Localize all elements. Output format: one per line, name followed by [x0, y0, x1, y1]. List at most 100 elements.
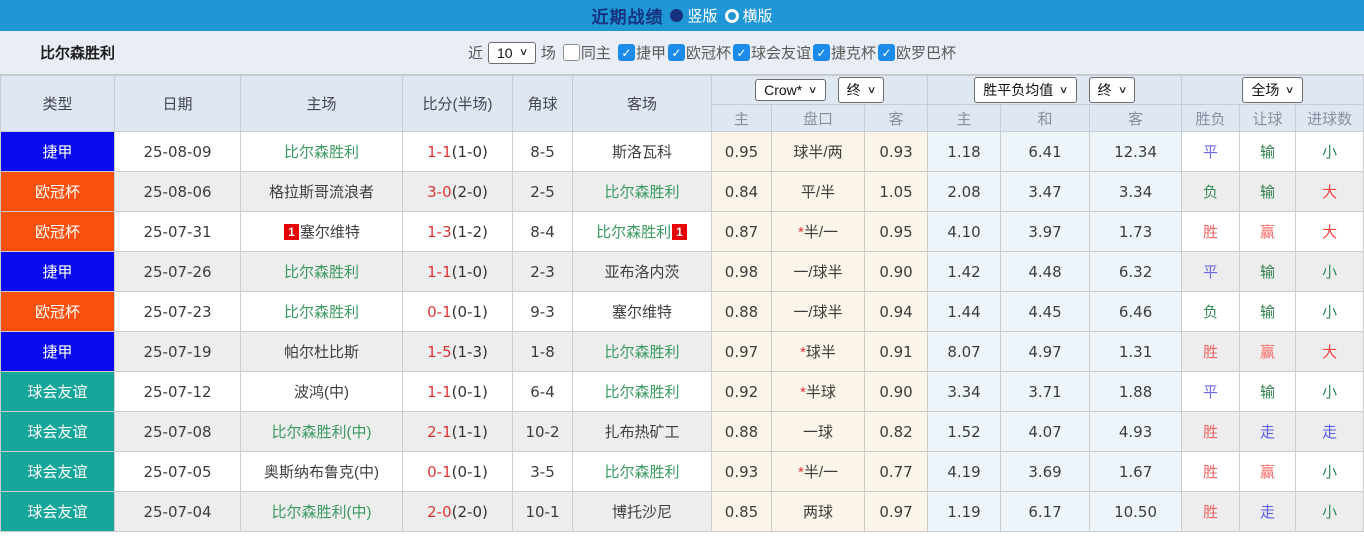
odds-away-cell: 0.97 [863, 491, 929, 532]
odds-time-select[interactable]: 终 ∨ [837, 77, 884, 103]
odds-source-select[interactable]: Crow* ∨ [755, 79, 826, 101]
away-team-cell: 比尔森胜利 1 [572, 211, 712, 252]
match-count-select[interactable]: 10 ∨ [488, 41, 536, 64]
filter-controls: 近 10 ∨ 场 同主 ✓ 捷甲 ✓ 欧冠杯 ✓ 球会友谊 ✓ 捷克杯 ✓ 欧罗巴杯 [468, 41, 956, 64]
chevron-down-icon: ∨ [1059, 84, 1069, 96]
score-cell: 1-1(0-1) [402, 371, 513, 412]
league-type-badge: 欧冠杯 [0, 211, 115, 252]
scope-select-group: 全场 ∨ [1181, 75, 1364, 105]
home-team-cell: 比尔森胜利(中) [240, 491, 403, 532]
odds-away-cell: 0.93 [863, 131, 929, 172]
league-filter-label: 欧罗巴杯 [896, 45, 957, 62]
league-filter[interactable]: ✓ 捷甲 [617, 42, 666, 63]
odds-away-cell: 0.90 [863, 371, 929, 412]
handicap-result-cell: 赢 [1239, 211, 1297, 252]
layout-radio-vertical[interactable]: 竖版 [670, 5, 718, 26]
league-type-badge: 捷甲 [0, 131, 115, 172]
halftime-score: (1-0) [451, 262, 488, 281]
col-header-date: 日期 [114, 75, 241, 132]
mean-source-select[interactable]: 胜平负均值 ∨ [974, 77, 1077, 103]
sub-col-header: 客 [863, 104, 929, 132]
mean-home-cell: 1.18 [927, 131, 1002, 172]
result-cell: 平 [1181, 131, 1241, 172]
mean-home-cell: 1.19 [927, 491, 1002, 532]
odds-away-cell: 1.05 [863, 171, 929, 212]
league-checkbox[interactable]: ✓ [812, 44, 830, 61]
same-home-checkbox[interactable] [562, 44, 580, 61]
league-filter[interactable]: ✓ 捷克杯 [812, 42, 876, 63]
mean-away-cell: 1.67 [1089, 451, 1183, 492]
goals-result-cell: 走 [1295, 411, 1364, 452]
layout-radio-horizontal[interactable]: 横版 [724, 5, 773, 26]
scope-select[interactable]: 全场 ∨ [1242, 77, 1303, 103]
league-filter[interactable]: ✓ 球会友谊 [732, 42, 811, 63]
home-team-name: 比尔森胜利(中) [271, 504, 372, 521]
handicap-value: 半/一 [803, 224, 838, 241]
fulltime-score: 0-1 [427, 462, 452, 481]
odds-away-cell: 0.82 [863, 411, 929, 452]
home-team-name: 奥斯纳布鲁克(中) [264, 464, 379, 481]
home-team-name: 塞尔维特 [299, 224, 360, 241]
col-header-score: 比分(半场) [402, 75, 513, 132]
mean-home-cell: 4.19 [927, 451, 1002, 492]
corners-cell: 8-5 [512, 131, 573, 172]
league-type-badge: 球会友谊 [0, 451, 115, 492]
handicap-result-cell: 输 [1239, 291, 1297, 332]
radio-unselected-icon[interactable] [724, 8, 739, 23]
league-type-badge: 球会友谊 [0, 371, 115, 412]
same-home-filter[interactable]: 同主 [562, 42, 611, 63]
halftime-score: (0-1) [451, 462, 488, 481]
away-team-name: 比尔森胜利 [604, 464, 680, 481]
league-checkbox[interactable]: ✓ [732, 44, 750, 61]
league-checkbox[interactable]: ✓ [617, 44, 635, 61]
fulltime-score: 3-0 [427, 182, 452, 201]
odds-away-cell: 0.95 [863, 211, 929, 252]
corners-cell: 8-4 [512, 211, 573, 252]
mean-draw-cell: 6.41 [1000, 131, 1091, 172]
odds-time-value: 终 [846, 82, 861, 98]
match-count-value: 10 [497, 44, 513, 61]
league-type-badge: 欧冠杯 [0, 171, 115, 212]
handicap-cell: 平/半 [771, 171, 865, 212]
home-team-cell: 比尔森胜利 [240, 251, 403, 292]
score-cell: 0-1(0-1) [402, 291, 513, 332]
mean-time-select[interactable]: 终 ∨ [1088, 77, 1135, 103]
handicap-value: 平/半 [800, 184, 836, 201]
away-team-cell: 亚布洛内茨 [572, 251, 712, 292]
score-cell: 3-0(2-0) [402, 171, 513, 212]
odds-home-cell: 0.88 [711, 411, 772, 452]
table-row: 捷甲 25-07-19 帕尔杜比斯 1-5(1-3) 1-8 比尔森胜利 0.97 *球半 0.… [0, 331, 1364, 372]
league-filter[interactable]: ✓ 欧冠杯 [667, 42, 731, 63]
mean-select-group: 胜平负均值 ∨ 终 ∨ [927, 75, 1183, 105]
handicap-result-cell: 赢 [1239, 451, 1297, 492]
chevron-down-icon: ∨ [1117, 84, 1127, 96]
corners-cell: 3-5 [512, 451, 573, 492]
odds-away-cell: 0.94 [863, 291, 929, 332]
corners-cell: 10-1 [512, 491, 573, 532]
league-filter[interactable]: ✓ 欧罗巴杯 [878, 42, 956, 63]
league-checkbox[interactable]: ✓ [878, 44, 895, 61]
away-team-cell: 塞尔维特 [572, 291, 712, 332]
home-team-cell: 比尔森胜利 [240, 131, 403, 172]
table-row: 球会友谊 25-07-12 波鸿(中) 1-1(0-1) 6-4 比尔森胜利 0.92 *半球… [0, 371, 1364, 412]
handicap-value: 一/球半 [793, 304, 843, 321]
result-cell: 胜 [1181, 491, 1241, 532]
handicap-cell: 一球 [771, 411, 865, 452]
mean-draw-cell: 4.45 [1000, 291, 1091, 332]
away-team-name: 亚布洛内茨 [604, 264, 680, 281]
sub-col-header: 和 [1000, 104, 1091, 132]
mean-away-cell: 12.34 [1089, 131, 1183, 172]
league-checkbox[interactable]: ✓ [667, 44, 685, 61]
handicap-result-cell: 输 [1239, 251, 1297, 292]
odds-away-cell: 0.77 [863, 451, 929, 492]
radio-selected-icon[interactable] [670, 9, 684, 22]
fulltime-score: 1-3 [427, 222, 452, 241]
fulltime-score: 2-0 [427, 502, 452, 521]
corners-cell: 2-3 [512, 251, 573, 292]
table-row: 欧冠杯 25-07-31 1 塞尔维特 1-3(1-2) 8-4 比尔森胜利 1 0.87 *半/… [0, 211, 1364, 252]
league-filter-label: 球会友谊 [750, 45, 811, 62]
same-home-label: 同主 [580, 45, 611, 62]
table-row: 欧冠杯 25-08-06 格拉斯哥流浪者 3-0(2-0) 2-5 比尔森胜利 0.84 平/… [0, 171, 1364, 212]
handicap-value: 两球 [802, 504, 833, 521]
league-filter-label: 捷甲 [635, 45, 666, 62]
